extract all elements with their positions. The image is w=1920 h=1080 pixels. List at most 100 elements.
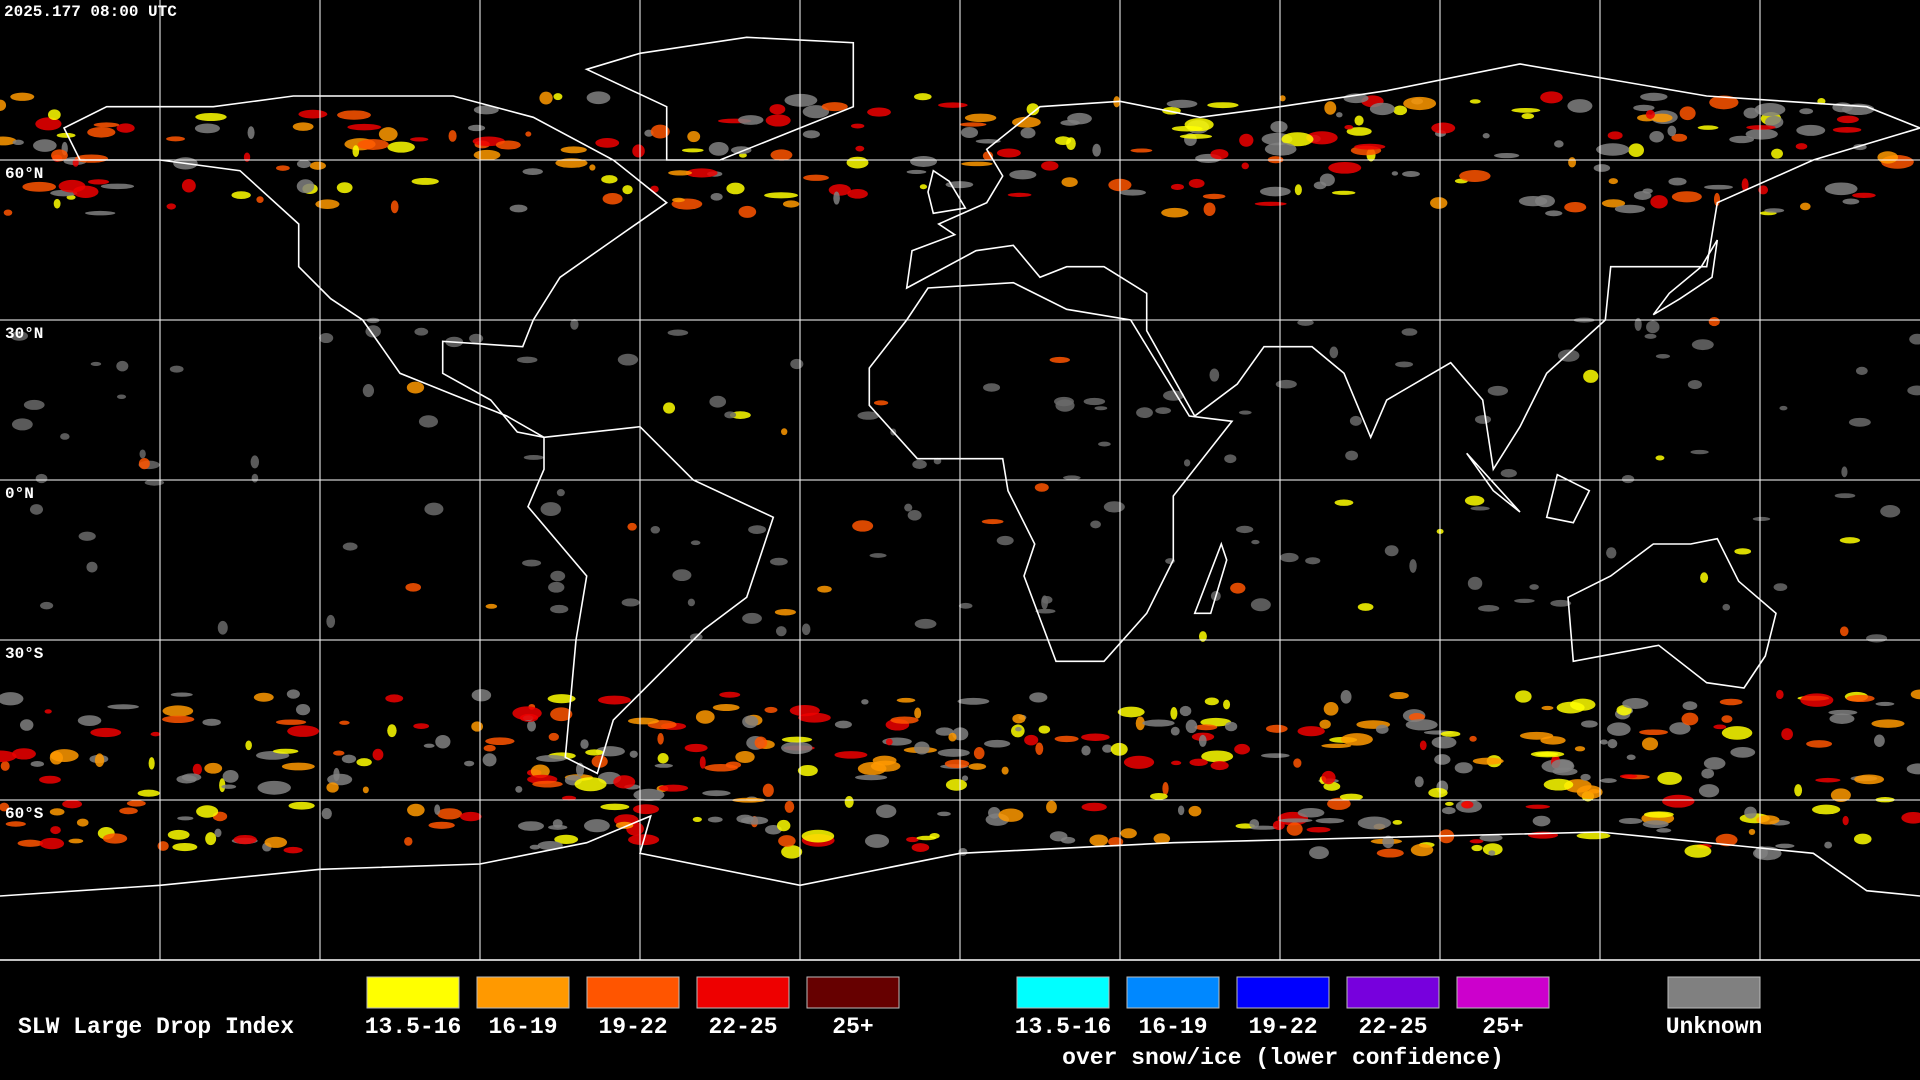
cloud-patch [1251, 539, 1260, 545]
cloud-patch [1329, 346, 1339, 359]
cloud-patch [850, 123, 865, 129]
cloud-patch [846, 156, 869, 169]
cloud-patch [1357, 603, 1374, 611]
cloud-patch [1142, 719, 1175, 727]
cloud-patch [85, 210, 116, 216]
cloud-patch [1854, 774, 1885, 785]
cloud-patch [1643, 811, 1674, 818]
cloud-patch [1743, 107, 1759, 119]
cloud-patch [29, 504, 44, 515]
cloud-patch [685, 168, 718, 178]
cloud-patch [1264, 142, 1297, 156]
cloud-patch [537, 841, 563, 851]
cloud-patch [1259, 186, 1291, 197]
cloud-patch [1880, 505, 1901, 518]
cloud-patch [1384, 545, 1399, 557]
cloud-patch [1535, 752, 1559, 757]
cloud-patch [1349, 415, 1362, 426]
cloud-patch [1532, 815, 1551, 827]
cloud-patch [959, 122, 987, 127]
legend: SLW Large Drop Index over snow/ice (lowe… [18, 976, 1762, 1071]
cloud-patch [102, 833, 128, 844]
cloud-patch [1270, 121, 1288, 133]
cloud-patch [1622, 698, 1649, 709]
cloud-patch [1067, 112, 1092, 125]
cloud-patch [1024, 734, 1039, 746]
cloud-patch [1667, 125, 1677, 137]
cloud-patch [1756, 815, 1780, 825]
cloud-patch [833, 191, 840, 205]
coastline [62, 95, 669, 439]
cloud-patch [407, 803, 425, 817]
cloud-patch [341, 754, 357, 764]
cloud-patch [1440, 731, 1461, 737]
cloud-patch [1305, 557, 1321, 565]
cloud-patch [561, 795, 577, 801]
cloud-patch [292, 122, 314, 131]
cloud-patch [107, 704, 139, 710]
latitude-labels: 60°N 30°N 0°N 30°S 60°S [5, 165, 44, 823]
cloud-patch [100, 183, 135, 190]
cloud-patch [1275, 379, 1297, 389]
cloud-patch [119, 807, 138, 815]
cloud-patch [707, 816, 723, 823]
cloud-patch [1830, 788, 1851, 802]
cloud-patch [529, 844, 541, 850]
cloud-patch [1488, 850, 1496, 856]
cloud-patch [633, 788, 665, 802]
cloud-patch [10, 92, 35, 101]
cloud-patch [1239, 133, 1254, 147]
cloud-patch [663, 402, 676, 414]
legend-label: 13.5-16 [1015, 1014, 1112, 1040]
cloud-patch [196, 805, 219, 818]
cloud-patch [654, 763, 673, 768]
cloud-patch [776, 819, 791, 832]
cloud-patch [1877, 151, 1899, 164]
cloud-patch [914, 618, 937, 629]
cloud-patch [1130, 148, 1153, 153]
cloud-patch [170, 692, 193, 697]
cloud-patch [1061, 177, 1078, 187]
cloud-patch [1179, 705, 1192, 717]
cloud-patch [988, 806, 1001, 819]
cloud-patch [1543, 778, 1574, 791]
cloud-patch [296, 179, 315, 194]
cloud-patch [1875, 701, 1895, 706]
cloud-patch [1236, 525, 1254, 534]
legend-swatch [696, 976, 790, 1009]
cloud-patch [692, 816, 702, 822]
cloud-patch [1715, 833, 1738, 847]
cloud-patch [855, 145, 865, 152]
cloud-patch [77, 715, 102, 726]
legend-label: 25+ [1482, 1014, 1523, 1040]
cloud-patch [0, 802, 10, 812]
cloud-patch [802, 105, 830, 119]
cloud-patch [1254, 201, 1287, 206]
cloud-patch [1049, 356, 1070, 363]
cloud-patch [1294, 184, 1302, 196]
cloud-patch [914, 93, 932, 101]
cloud-patch [1328, 161, 1362, 174]
cloud-patch [464, 760, 475, 767]
cloud-patch [86, 561, 98, 573]
cloud-patch [617, 353, 639, 366]
cloud-patch [23, 399, 45, 410]
cloud-patch [1166, 99, 1198, 108]
cloud-patch [1671, 191, 1702, 203]
cloud-patch [1633, 104, 1655, 112]
cloud-patch [214, 828, 222, 838]
cloud-patch [1626, 754, 1636, 761]
cloud-patch [1049, 831, 1068, 842]
cloud-patch [1170, 726, 1180, 736]
cloud-patch [435, 734, 451, 749]
cloud-patch [1554, 140, 1564, 148]
cloud-patch [90, 361, 102, 367]
cloud-patch [765, 114, 791, 127]
cloud-patch [413, 723, 430, 729]
cloud-patch [1469, 735, 1477, 742]
graticule [0, 0, 1920, 960]
cloud-patch [418, 415, 439, 428]
cloud-patch [821, 102, 848, 112]
cloud-patch [1198, 631, 1207, 642]
cloud-patch [356, 758, 372, 767]
